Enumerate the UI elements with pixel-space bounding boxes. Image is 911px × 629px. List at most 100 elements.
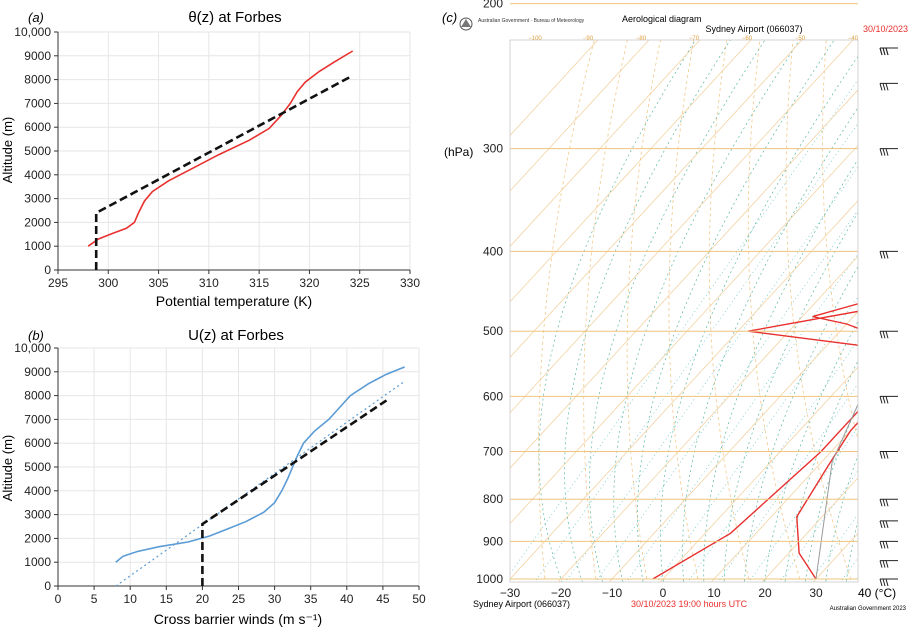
panel-c-pressure-label: 600 — [483, 389, 503, 403]
panel-c-wind-barb-feather — [885, 499, 889, 507]
panel-c-wind-barb-feather — [882, 251, 886, 259]
panel-c-isotherm — [557, 255, 858, 582]
panel-c-dry-adiabat — [538, 40, 595, 582]
panel-c-mixing-ratio-line — [748, 426, 858, 582]
panel-a-ytick-label: 6000 — [24, 120, 51, 134]
panel-c-wind-barb-feather — [882, 331, 886, 339]
panel-b-xtick-label: 20 — [196, 592, 210, 606]
panel-c-isotherm — [659, 366, 858, 582]
panel-c-pressure-label: 500 — [483, 324, 503, 338]
panel-c-moist-adiabat — [682, 106, 858, 582]
panel-c-wind-barb-feather — [885, 148, 889, 156]
panel-c-isotherm — [608, 311, 858, 582]
panel-b-ytick-label: 0 — [44, 579, 51, 593]
panel-c-isotherm — [851, 0, 911, 596]
panel-c-top-tick-label: −100 — [528, 36, 542, 42]
panel-a-ytick-label: 5000 — [24, 144, 51, 158]
panel-a-ytick-label: 8000 — [24, 73, 51, 87]
panel-a-xlabel: Potential temperature (K) — [156, 293, 312, 309]
panel-b-xtick-label: 40 — [340, 592, 354, 606]
panel-c-wind-barb-feather — [885, 578, 889, 587]
panel-c-temperature-label: 10 — [707, 586, 721, 600]
panel-c-wind-barb-icon — [879, 520, 898, 529]
panel-c-wind-barb-feather — [882, 83, 886, 91]
panel-a-xtick-label: 295 — [48, 276, 68, 290]
panel-c-aerological-diagram: (c) Australian Government · Bureau of Me… — [442, 0, 911, 612]
panel-c-temperature-label: 0 — [660, 586, 667, 600]
panel-b-ytick-label: 2000 — [24, 531, 51, 545]
panel-b-ytick-label: 4000 — [24, 484, 51, 498]
panel-c-wind-barb-feather — [879, 451, 883, 459]
panel-c-wind-barb-feather — [879, 520, 883, 529]
panel-b-chart: (b) U(z) at Forbes Cross barrier winds (… — [0, 327, 426, 627]
panel-b-series-dashed-black-line — [201, 399, 388, 586]
panel-c-isotherm — [902, 0, 911, 596]
panel-c-top-tick-label: −90 — [583, 36, 594, 42]
panel-c-wind-barb-feather — [879, 541, 883, 549]
panel-a-ylabel: Altitude (m) — [0, 117, 15, 183]
panel-c-isotherm — [510, 40, 650, 192]
panel-c-isotherm — [761, 477, 858, 582]
panel-b-xtick-label: 25 — [232, 592, 246, 606]
panel-b-xtick-label: 15 — [160, 592, 174, 606]
panel-a-series-solid-red-line — [87, 50, 354, 247]
panel-c-moist-adiabat — [660, 55, 858, 582]
panel-a-xtick-label: 310 — [199, 276, 219, 290]
panel-c-temperature-label: 30 — [809, 586, 823, 600]
panel-c-title: Aerological diagram — [622, 14, 702, 24]
panel-c-dry-adiabat — [747, 40, 802, 582]
panel-b-xtick-label: 35 — [304, 592, 318, 606]
panel-c-wind-barb-icon — [879, 250, 898, 259]
panel-b-xtick-label: 5 — [91, 592, 98, 606]
panel-b-title: U(z) at Forbes — [188, 327, 284, 344]
panel-c-wind-barb-feather — [882, 47, 886, 56]
panel-b-ytick-label: 3000 — [24, 508, 51, 522]
panel-b-xlabel: Cross barrier winds (m s⁻¹) — [154, 611, 322, 627]
panel-c-pressure-label: 200 — [483, 0, 503, 11]
panel-a-ytick-label: 4000 — [24, 168, 51, 182]
panel-c-moist-adiabat — [589, 40, 766, 582]
panel-a-title: θ(z) at Forbes — [188, 9, 281, 26]
panel-b-ytick-label: 6000 — [24, 436, 51, 450]
panel-c-wind-barb-feather — [882, 541, 886, 549]
panel-a-xtick-label: 305 — [149, 276, 169, 290]
panel-c-frame — [509, 39, 859, 583]
panel-c-wind-barb-feather — [885, 331, 889, 339]
panel-c-pressure-label: 300 — [483, 142, 503, 156]
panel-c-top-tick-label: −40 — [848, 36, 859, 42]
panel-b-xtick-label: 30 — [268, 592, 282, 606]
panel-c-wind-barb-icon — [879, 330, 898, 339]
panel-c-dry-adiabat — [785, 40, 853, 582]
panel-c-dry-adiabat — [708, 40, 751, 582]
panel-c-moist-adiabat — [764, 320, 858, 582]
panel-b-series-dotted-blue-line — [115, 380, 405, 587]
panel-c-wind-barb-feather — [885, 520, 889, 529]
panel-c-mixing-ratio-line — [687, 339, 858, 582]
bom-logo-text: Australian Government · Bureau of Meteor… — [478, 18, 585, 24]
panel-c-wind-barb-feather — [882, 396, 886, 404]
panel-a-xtick-label: 300 — [98, 276, 118, 290]
panel-c-wind-barb-icon — [879, 47, 898, 56]
panel-c-wind-barb-feather — [879, 148, 883, 156]
panel-c-footer-station: Sydney Airport (066037) — [473, 599, 570, 609]
panel-c-footer-time: 30/10/2023 19:00 hours UTC — [631, 599, 748, 609]
panel-a-chart: (a) θ(z) at Forbes Potential temperature… — [0, 9, 420, 309]
panel-b-ytick-label: 7000 — [24, 412, 51, 426]
panel-c-wind-barb-feather — [879, 578, 883, 587]
panel-b-ytick-label: 9000 — [24, 365, 51, 379]
panel-c-wind-barb-feather — [882, 560, 886, 568]
panel-c-pressure-label: 400 — [483, 244, 503, 258]
panel-c-isotherm — [510, 40, 803, 358]
panel-c-mixing-ratio-line — [656, 296, 858, 582]
panel-c-pressure-label: 1000 — [476, 572, 503, 586]
panel-c-temperature-profile — [796, 303, 858, 580]
panel-c-wind-barb-icon — [879, 450, 898, 459]
panel-b-xtick-label: 10 — [124, 592, 138, 606]
panel-c-mixing-ratio-line — [564, 166, 858, 582]
panel-c-mixing-ratio-line — [717, 383, 858, 582]
panel-c-moist-adiabat — [825, 454, 858, 582]
panel-c-wind-barb-icon — [879, 82, 898, 91]
panel-a-ytick-label: 1000 — [24, 239, 51, 253]
panel-c-wind-barb-feather — [882, 451, 886, 459]
